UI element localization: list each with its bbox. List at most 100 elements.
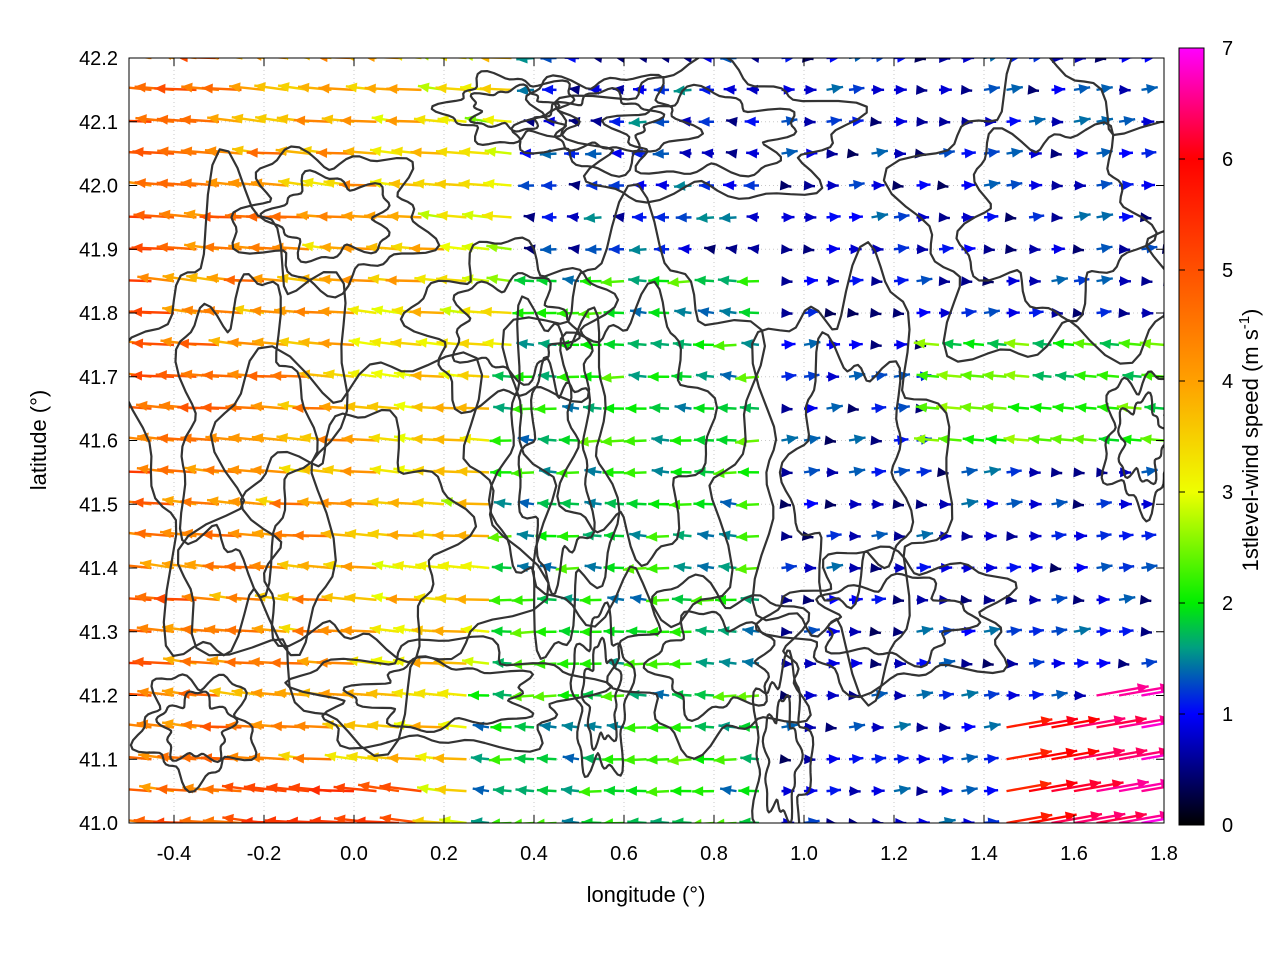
wind-vector (645, 786, 670, 797)
wind-vector (826, 371, 840, 382)
wind-vector (1073, 180, 1086, 191)
wind-vector (129, 662, 130, 664)
wind-vector (803, 658, 817, 669)
wind-vector (983, 562, 998, 573)
wind-vector (131, 338, 175, 349)
y-tick-label: 41.3 (79, 622, 118, 644)
contour-line (342, 655, 535, 733)
wind-vector (129, 789, 130, 792)
wind-vector (386, 84, 422, 95)
wind-vector (626, 498, 647, 509)
contour-line (1117, 391, 1164, 486)
wind-vector (585, 148, 602, 159)
wind-vector (961, 212, 974, 223)
wind-vector (1140, 626, 1153, 637)
wind-vector (129, 531, 152, 538)
wind-vector (826, 212, 841, 223)
wind-vector (736, 531, 760, 542)
wind-vector (1096, 562, 1113, 573)
wind-vector (517, 498, 535, 509)
wind-vector (455, 498, 490, 509)
wind-vector (803, 499, 819, 510)
wind-vector (646, 531, 670, 542)
wind-vector (603, 785, 625, 796)
contour-line (129, 148, 349, 657)
wind-vector (318, 306, 355, 317)
wind-vector (916, 562, 931, 573)
wind-vector (467, 690, 490, 701)
wind-vector (671, 371, 692, 382)
wind-vector (284, 58, 309, 61)
wind-vector (561, 721, 580, 732)
wind-vector (209, 687, 242, 698)
wind-vector (456, 466, 490, 477)
wind-vector (129, 216, 130, 218)
contour-line (778, 331, 915, 610)
wind-vector (251, 433, 287, 444)
wind-vector (667, 277, 692, 288)
wind-vector (340, 561, 377, 572)
wind-vector (698, 116, 715, 127)
wind-vector (1141, 690, 1164, 697)
wind-vector (629, 307, 647, 318)
wind-vector (716, 435, 737, 446)
wind-vector (324, 751, 355, 762)
wind-vector (537, 498, 557, 509)
contour-line (129, 673, 258, 794)
wind-vector (779, 499, 792, 510)
wind-vector (488, 818, 512, 823)
wind-vector (202, 816, 242, 823)
wind-vector (371, 560, 400, 571)
wind-vector (712, 691, 737, 702)
wind-vector (650, 339, 670, 350)
wind-vector (1141, 817, 1164, 823)
wind-vector (983, 244, 995, 255)
wind-vector (781, 371, 797, 382)
wind-vector (556, 467, 580, 478)
wind-vector (137, 687, 175, 698)
wind-vector (488, 595, 512, 606)
wind-vector (1051, 530, 1067, 541)
wind-vector (299, 464, 332, 475)
wind-vector (672, 339, 692, 350)
wind-vector (1141, 785, 1164, 793)
wind-vector (371, 305, 400, 316)
wind-vector (602, 754, 625, 765)
wind-vector (936, 402, 962, 413)
wind-vector (1163, 472, 1164, 474)
wind-vector (1006, 562, 1021, 573)
terrain-contours (129, 58, 1164, 823)
wind-vector (1051, 84, 1066, 95)
wind-vector (961, 753, 978, 764)
wind-vector (963, 339, 985, 349)
wind-vector (129, 152, 130, 154)
contour-line (569, 601, 637, 778)
y-tick-label: 41.0 (79, 813, 118, 835)
wind-vector (266, 782, 310, 793)
wind-vector (848, 531, 861, 542)
wind-vector (609, 116, 625, 127)
wind-vector (478, 58, 512, 63)
wind-vector (1028, 180, 1043, 191)
wind-vector (627, 339, 647, 350)
wind-vector (871, 818, 884, 823)
wind-vector (366, 688, 400, 699)
wind-vector (803, 434, 821, 445)
wind-vector (1052, 339, 1075, 349)
wind-vector (722, 180, 737, 191)
wind-vector (516, 85, 535, 96)
wind-vector (1163, 568, 1164, 570)
wind-vector (129, 88, 130, 90)
wind-vector (493, 402, 512, 413)
wind-vector (221, 782, 265, 793)
wind-vector (960, 370, 985, 381)
wind-vector (701, 148, 715, 159)
wind-vector (489, 435, 512, 446)
wind-vector (342, 146, 377, 157)
wind-vector (1028, 499, 1042, 510)
wind-vector (1144, 402, 1164, 413)
contour-line (642, 610, 776, 722)
wind-vector (512, 308, 535, 319)
wind-vector (1118, 307, 1130, 318)
wind-vector (781, 276, 793, 287)
